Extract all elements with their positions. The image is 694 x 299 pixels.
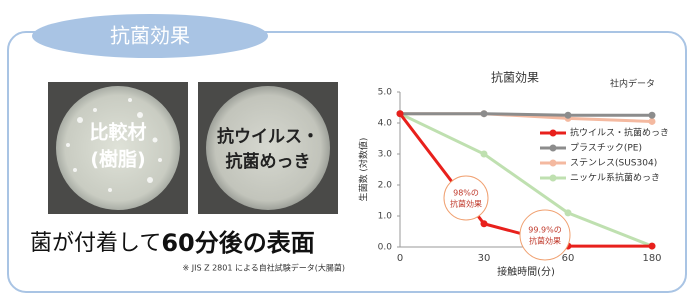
data-point (565, 209, 572, 216)
data-point (649, 112, 656, 119)
chart-note: 社内データ (610, 78, 655, 90)
sample-label: 抗菌めっき (226, 151, 311, 172)
y-tick-label: 3.0 (378, 150, 393, 160)
data-point (649, 118, 656, 125)
y-tick-label: 0.0 (378, 243, 393, 253)
y-tick-label: 4.0 (378, 119, 393, 129)
sample-label: 比較材 (89, 121, 146, 144)
legend-label: プラスチック(PE) (570, 143, 642, 154)
x-tick-label: 60 (562, 253, 575, 264)
chart-title: 抗菌効果 (491, 70, 539, 85)
y-tick-label: 2.0 (378, 181, 393, 191)
x-tick-label: 30 (478, 253, 491, 264)
y-tick-label: 1.0 (378, 212, 393, 222)
header-title: 抗菌効果 (110, 24, 190, 48)
y-axis-label: 生菌数 (対数値) (358, 138, 370, 202)
x-axis-label: 接触時間(分) (497, 265, 555, 278)
caption-emphasis: 60分後の表面 (161, 229, 314, 257)
data-point (649, 243, 656, 250)
footnote: ※ JIS Z 2801 による自社試験データ(大腸菌) (182, 263, 345, 273)
petri-dish (206, 86, 330, 210)
annotation-text: 抗菌効果 (450, 199, 482, 209)
y-tick-label: 5.0 (378, 88, 393, 98)
series-line (400, 114, 652, 116)
annotation-text: 抗菌効果 (529, 236, 561, 246)
caption: 菌が付着して60分後の表面 (30, 229, 315, 257)
data-point (565, 112, 572, 119)
x-tick-label: 0 (397, 253, 403, 264)
annotation-text: 98%の (453, 189, 479, 198)
legend-marker (550, 160, 557, 167)
annotation-circle (444, 176, 488, 220)
annotation-circle (520, 210, 570, 260)
data-point (481, 151, 488, 158)
legend-label: ニッケル系抗菌めっき (570, 172, 660, 184)
legend-marker (550, 130, 557, 137)
caption-part: 菌が付着して (30, 231, 161, 256)
legend-label: 抗ウイルス・抗菌めっき (570, 127, 669, 139)
data-point (397, 110, 404, 117)
legend-marker (550, 145, 557, 152)
sample-label: 抗ウイルス・ (217, 126, 319, 147)
legend-marker (550, 175, 557, 182)
legend-label: ステンレス(SUS304) (570, 158, 657, 169)
x-tick-label: 180 (642, 253, 661, 264)
data-point (481, 220, 488, 227)
annotation-text: 99.9%の (528, 226, 561, 235)
data-point (481, 110, 488, 117)
sample-label: (樹脂) (90, 148, 145, 171)
page: 抗菌効果 比較材 (樹脂) 抗ウイルス・ 抗菌めっき 菌が付着して60分後の表面… (0, 0, 694, 299)
